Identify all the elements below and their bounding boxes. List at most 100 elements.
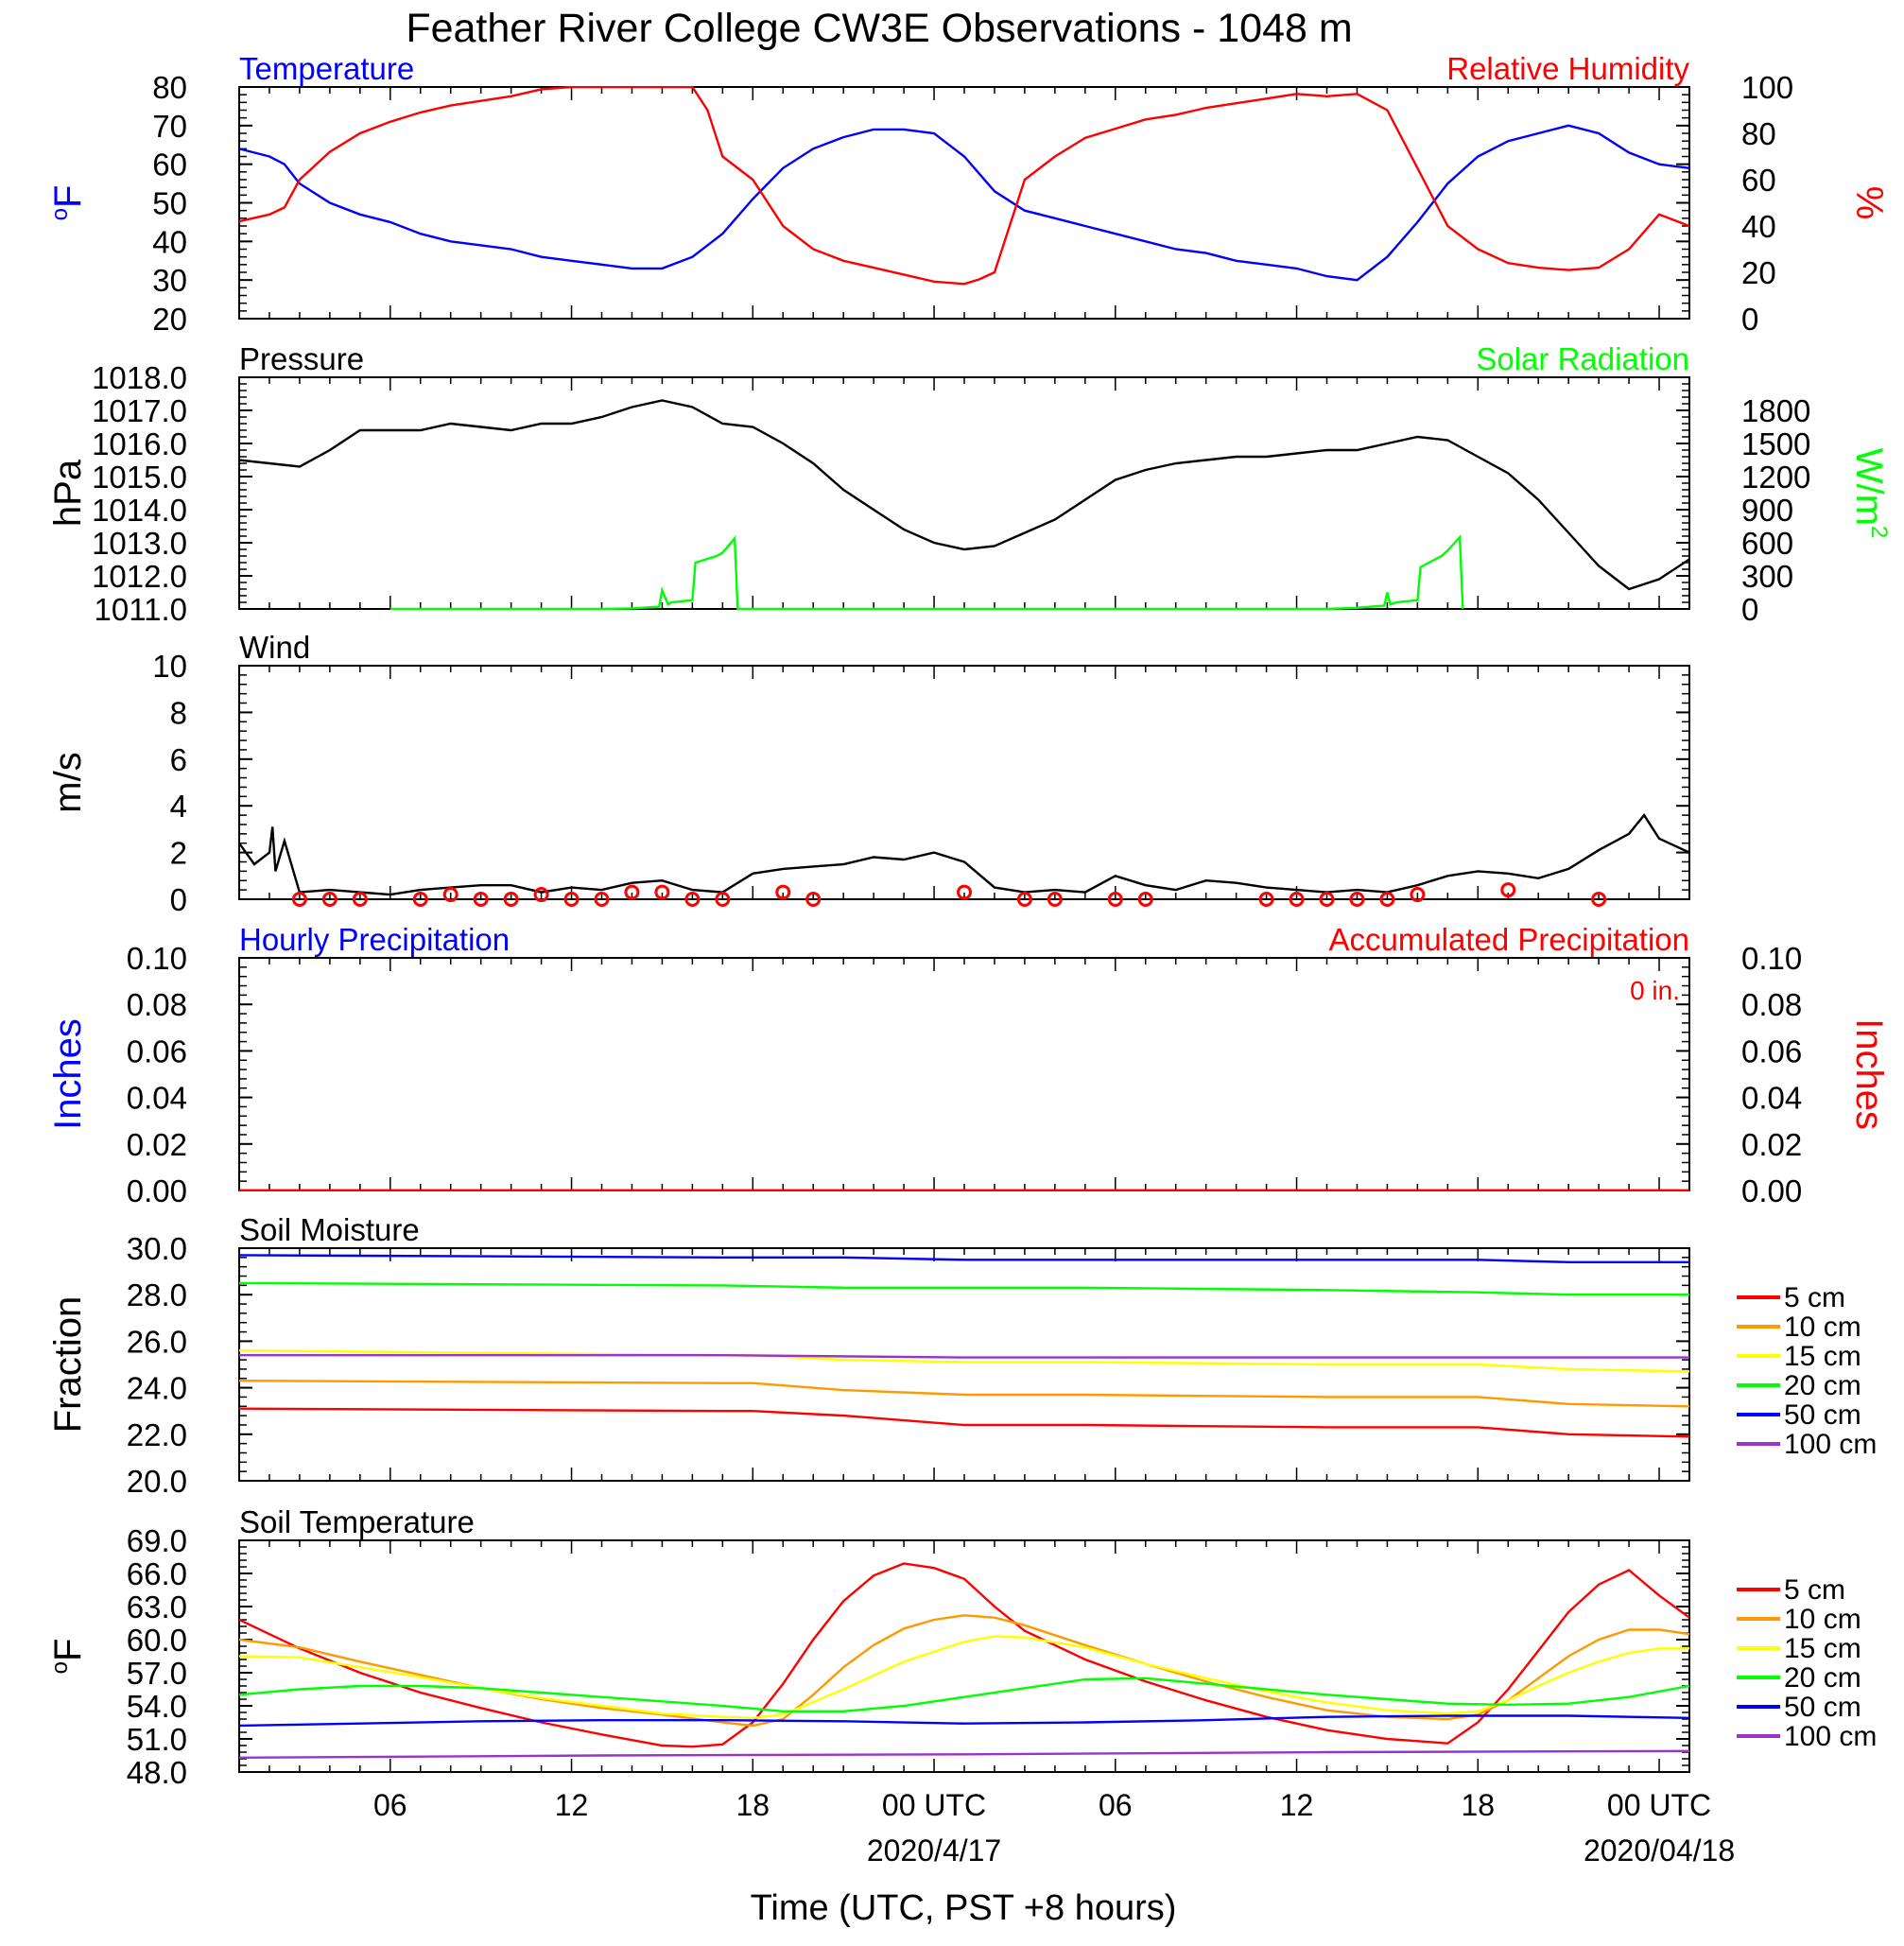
y-tick-label-left: 1017.0 (92, 393, 187, 428)
y-tick-label-left: 69.0 (127, 1523, 187, 1558)
wind-calm-marker (503, 892, 519, 907)
series-line-pressure (239, 399, 1689, 591)
series-line-solar-radiation (389, 534, 1464, 610)
y-tick-label-left: 1016.0 (92, 426, 187, 461)
y-tick-label-left: 54.0 (127, 1689, 187, 1724)
legend-label: 20 cm (1784, 1370, 1861, 1401)
y-tick-label-right: 0 (1741, 592, 1758, 627)
y-tick-label-left: 66.0 (127, 1556, 187, 1591)
wind-calm-marker (1379, 892, 1395, 907)
legend-label: 10 cm (1784, 1604, 1861, 1635)
legend-label: 100 cm (1784, 1721, 1877, 1752)
legend-label: 5 cm (1784, 1574, 1845, 1606)
panel-title-left: Soil Temperature (239, 1504, 475, 1539)
y-tick-label-right: 20 (1741, 255, 1776, 290)
wind-calm-marker (1047, 892, 1063, 907)
legend-label: 15 cm (1784, 1341, 1861, 1372)
wind-calm-marker (1500, 882, 1516, 898)
panel-pressure_solar: 1011.01012.01013.01014.01015.01016.01017… (47, 341, 1892, 627)
wind-calm-marker (442, 887, 459, 903)
y-tick-label-left: 0.10 (127, 941, 187, 976)
series-line-15-cm (239, 1635, 1689, 1720)
wind-calm-marker (775, 884, 791, 900)
y-axis-label-left: Fraction (47, 1296, 89, 1433)
y-tick-label-left: 0.04 (127, 1081, 187, 1116)
x-tick-label: 06 (1099, 1788, 1133, 1822)
y-tick-label-right: 1800 (1741, 393, 1810, 428)
legend-label: 20 cm (1784, 1662, 1861, 1694)
plot-frame (238, 665, 1690, 900)
y-tick-label-left: 4 (170, 789, 187, 824)
y-tick-label-left: 30 (152, 263, 187, 298)
x-tick-label: 00 UTC (1607, 1788, 1711, 1822)
y-tick-label-left: 1015.0 (92, 460, 187, 495)
wind-calm-marker (654, 884, 670, 900)
panel-title-left: Soil Moisture (239, 1212, 420, 1247)
wind-calm-marker (684, 892, 701, 907)
wind-calm-marker (1107, 892, 1123, 907)
x-tick-label: 18 (736, 1788, 770, 1822)
wind-calm-marker (805, 892, 822, 907)
legend-label: 10 cm (1784, 1312, 1861, 1343)
series-line-20-cm (239, 1677, 1689, 1713)
y-tick-label-left: 26.0 (127, 1324, 187, 1359)
series-line-15-cm (239, 1349, 1689, 1373)
wind-calm-marker (533, 887, 549, 903)
y-tick-label-left: 51.0 (127, 1722, 187, 1757)
series-line-wind-speed (239, 813, 1689, 896)
y-axis-label-right: W/m2 (1848, 448, 1892, 539)
y-tick-label-left: 10 (152, 649, 187, 684)
y-tick-label-left: 0.00 (127, 1173, 187, 1208)
panel-title-right: Relative Humidity (1446, 51, 1689, 86)
y-tick-label-left: 6 (170, 742, 187, 777)
series-line-5-cm (239, 1562, 1689, 1748)
y-tick-label-left: 60.0 (127, 1623, 187, 1658)
y-tick-label-left: 28.0 (127, 1277, 187, 1312)
x-tick-label: 00 UTC (882, 1788, 986, 1822)
x-tick-label: 12 (1280, 1788, 1314, 1822)
y-tick-label-right: 0.08 (1741, 987, 1802, 1022)
y-tick-label-right: 100 (1741, 70, 1793, 105)
y-tick-label-right: 0.00 (1741, 1173, 1802, 1208)
y-tick-label-right: 60 (1741, 163, 1776, 198)
panel-title-left: Hourly Precipitation (239, 922, 510, 957)
y-axis-label-left: hPa (47, 459, 89, 527)
wind-calm-marker (1349, 892, 1365, 907)
y-tick-label-left: 50 (152, 186, 187, 221)
panel-annotation: 0 in. (1630, 976, 1680, 1005)
y-tick-label-left: 57.0 (127, 1656, 187, 1691)
legend-label: 5 cm (1784, 1282, 1845, 1313)
y-tick-label-right: 80 (1741, 116, 1776, 151)
series-line-5-cm (239, 1407, 1689, 1438)
legend-label: 100 cm (1784, 1429, 1877, 1460)
wind-calm-marker (1410, 887, 1426, 903)
y-axis-label-left: oF (47, 1639, 89, 1675)
wind-calm-marker (715, 892, 731, 907)
y-tick-label-left: 8 (170, 695, 187, 730)
y-tick-label-right: 300 (1741, 559, 1793, 594)
x-tick-label: 06 (373, 1788, 407, 1822)
exponent-superscript: 2 (1866, 526, 1892, 538)
y-tick-label-left: 60 (152, 148, 187, 182)
series-line-100-cm (239, 1353, 1689, 1359)
series-line-100-cm (239, 1749, 1689, 1760)
legend-label: 50 cm (1784, 1399, 1861, 1431)
y-tick-label-right: 0.02 (1741, 1127, 1802, 1162)
wind-calm-marker (412, 892, 428, 907)
y-tick-label-left: 20.0 (127, 1464, 187, 1499)
y-tick-label-left: 1011.0 (95, 592, 187, 627)
y-tick-label-right: 0.04 (1741, 1081, 1802, 1116)
y-tick-label-right: 40 (1741, 209, 1776, 244)
y-tick-label-left: 1013.0 (92, 526, 187, 561)
legend-label: 15 cm (1784, 1633, 1861, 1664)
panel-title-right: Accumulated Precipitation (1328, 922, 1689, 957)
y-tick-label-left: 70 (152, 109, 187, 144)
wind-calm-marker (957, 884, 972, 900)
y-tick-label-left: 0.08 (127, 987, 187, 1022)
y-tick-label-left: 20 (152, 302, 187, 337)
panel-precip: 0.00 0.02 0.04 0.06 0.08 0.10 0.00 0.02 0.04 0.06… (47, 922, 1890, 1208)
wind-calm-marker (291, 892, 307, 907)
y-tick-label-left: 1018.0 (92, 360, 187, 395)
y-axis-label-left: oF (47, 185, 89, 221)
